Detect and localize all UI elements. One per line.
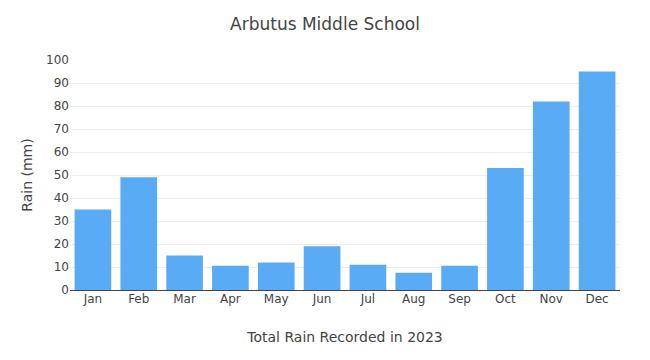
svg-text:0: 0 xyxy=(61,283,69,297)
svg-text:Apr: Apr xyxy=(220,292,241,306)
svg-text:40: 40 xyxy=(54,191,69,205)
svg-text:Jul: Jul xyxy=(360,292,375,306)
svg-text:20: 20 xyxy=(54,237,69,251)
svg-text:Nov: Nov xyxy=(540,292,563,306)
svg-text:Total Rain Recorded in 2023: Total Rain Recorded in 2023 xyxy=(246,329,443,345)
svg-text:Sep: Sep xyxy=(448,292,471,306)
svg-text:May: May xyxy=(264,292,289,306)
svg-text:Jan: Jan xyxy=(83,292,103,306)
svg-text:60: 60 xyxy=(54,145,69,159)
svg-text:Feb: Feb xyxy=(128,292,149,306)
svg-text:30: 30 xyxy=(54,214,69,228)
svg-text:Rain (mm): Rain (mm) xyxy=(19,138,35,211)
svg-text:90: 90 xyxy=(54,76,69,90)
svg-text:Jun: Jun xyxy=(312,292,332,306)
svg-text:70: 70 xyxy=(54,122,69,136)
svg-text:50: 50 xyxy=(54,168,69,182)
svg-text:Mar: Mar xyxy=(173,292,196,306)
svg-text:Aug: Aug xyxy=(402,292,425,306)
svg-text:Oct: Oct xyxy=(495,292,516,306)
svg-text:10: 10 xyxy=(54,260,69,274)
svg-text:80: 80 xyxy=(54,99,69,113)
svg-text:100: 100 xyxy=(46,53,69,67)
svg-text:Arbutus Middle School: Arbutus Middle School xyxy=(230,14,420,34)
svg-text:Dec: Dec xyxy=(585,292,608,306)
